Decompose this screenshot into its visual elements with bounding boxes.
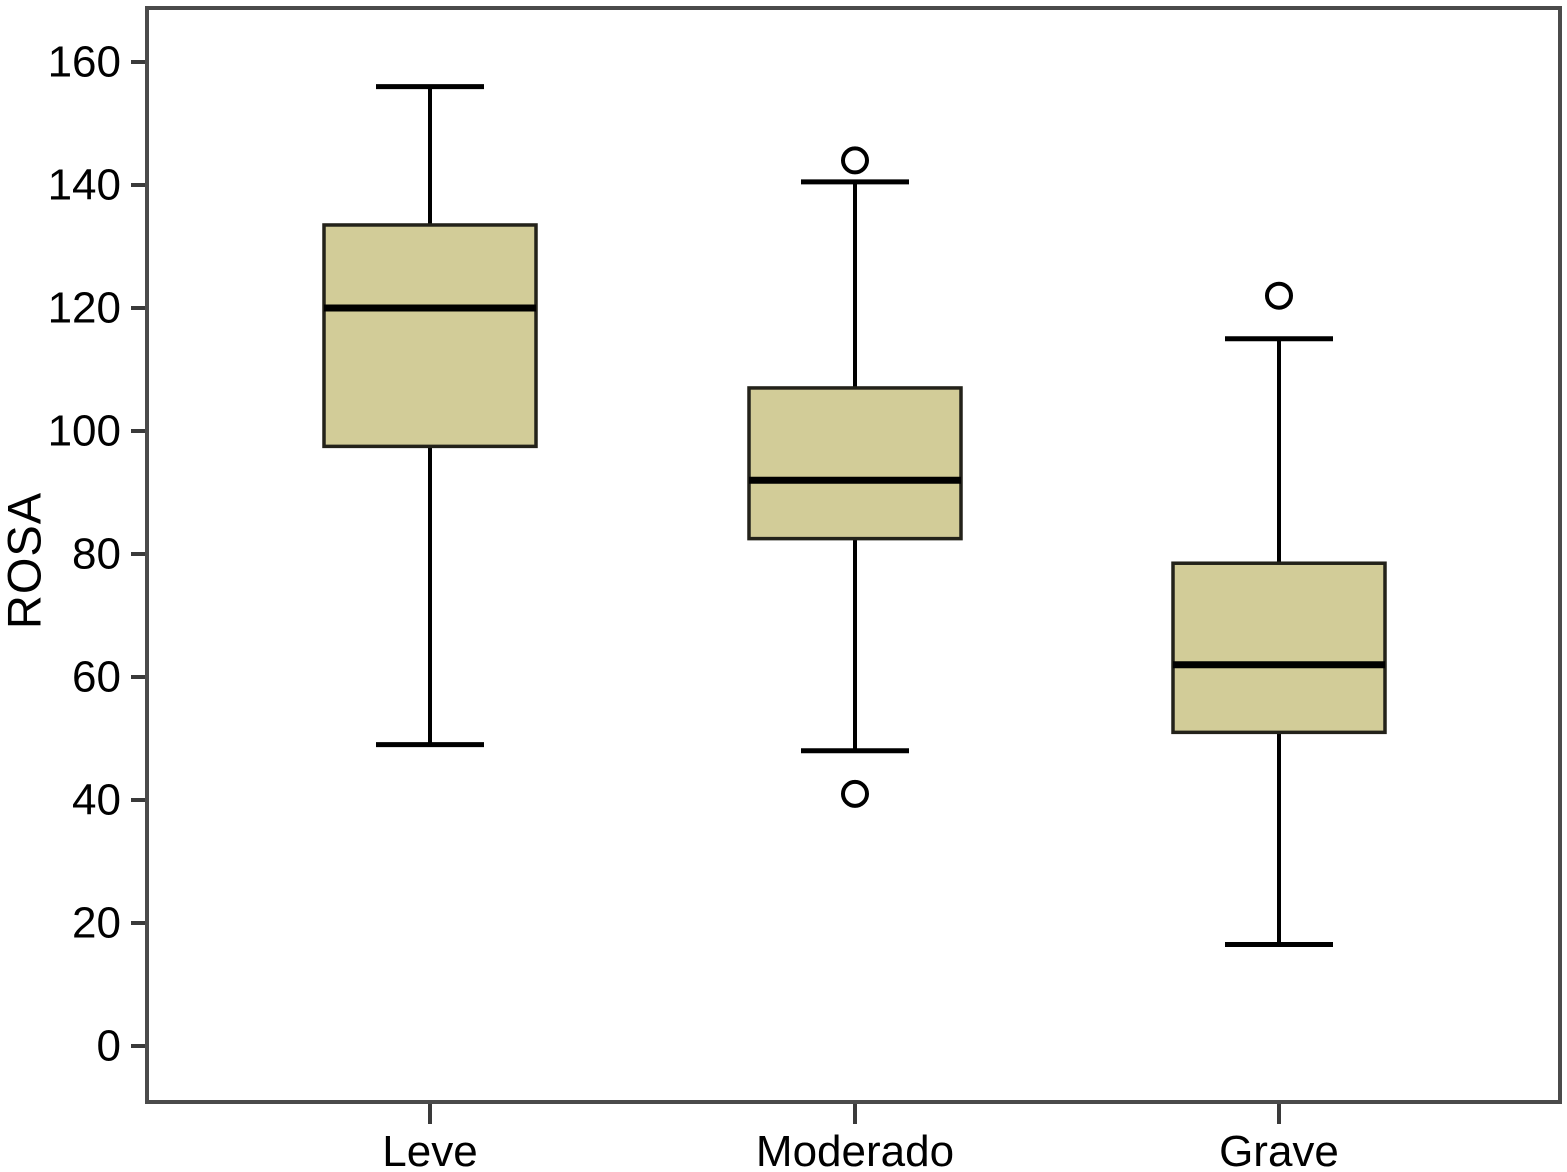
x-axis-tick-label-moderado: Moderado xyxy=(756,1127,954,1172)
y-axis-tick-label-160: 160 xyxy=(48,38,121,87)
y-axis-tick-label-80: 80 xyxy=(72,530,121,579)
plot-frame xyxy=(145,6,1562,1104)
y-axis-tick-label-120: 120 xyxy=(48,284,121,333)
outlier-moderado-144 xyxy=(841,146,869,175)
y-axis-tick-label-100: 100 xyxy=(48,407,121,456)
y-axis-title: ROSA xyxy=(0,491,51,630)
outlier-grave-122 xyxy=(1265,281,1293,310)
y-axis-tick-label-20: 20 xyxy=(72,899,121,948)
iqr-box-grave xyxy=(1171,561,1387,735)
y-axis-tick-label-0: 0 xyxy=(97,1022,121,1071)
y-axis-tick-label-60: 60 xyxy=(72,653,121,702)
iqr-box-leve xyxy=(322,223,538,449)
y-axis-tick-label-140: 140 xyxy=(48,161,121,210)
outlier-moderado-41 xyxy=(841,779,869,808)
x-axis-tick-label-leve: Leve xyxy=(382,1127,477,1172)
x-axis-tick-label-grave: Grave xyxy=(1219,1127,1339,1172)
iqr-box-moderado xyxy=(747,386,963,541)
y-axis-tick-label-40: 40 xyxy=(72,776,121,825)
